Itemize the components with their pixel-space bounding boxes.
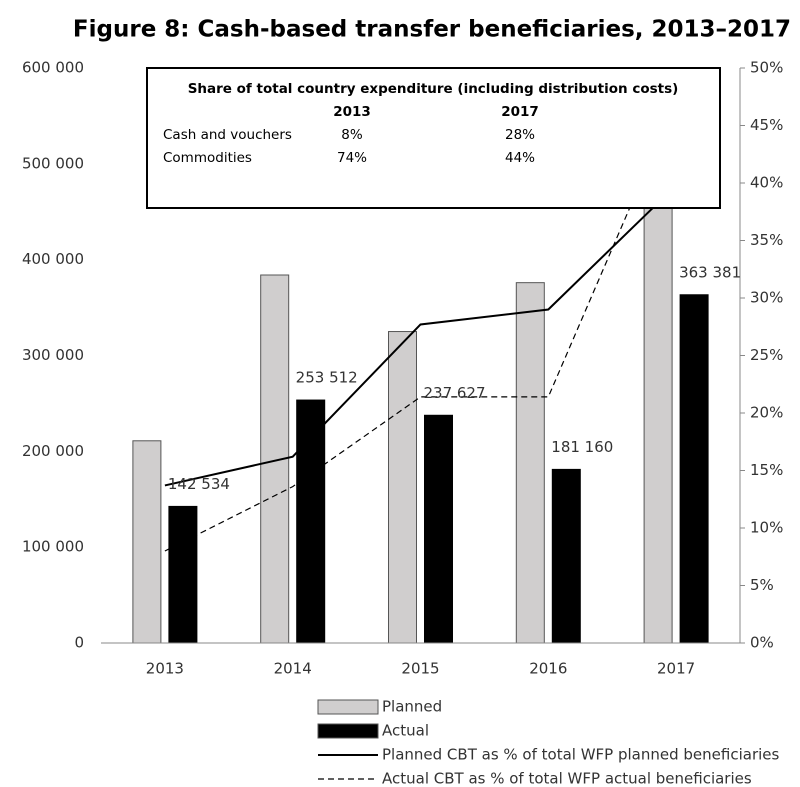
annotation-title: Share of total country expenditure (incl… <box>188 81 679 97</box>
annotation-row-label: Cash and vouchers <box>163 127 292 143</box>
y2-tick-label: 25% <box>750 346 783 364</box>
y-tick-label: 200 000 <box>22 442 84 460</box>
legend-label: Actual <box>382 722 429 740</box>
bar <box>168 505 198 644</box>
y2-tick-label: 0% <box>750 634 774 652</box>
y-tick-label: 500 000 <box>22 154 84 172</box>
bar <box>296 399 326 644</box>
line <box>164 184 677 487</box>
annotation-column: 2013 <box>333 104 371 120</box>
y2-tick-label: 10% <box>750 519 783 537</box>
y2-tick-label: 20% <box>750 404 783 422</box>
annotation-column: 2017 <box>501 104 539 120</box>
annotation-box: Share of total country expenditure (incl… <box>146 67 721 209</box>
data-label: 142 534 <box>168 475 230 493</box>
bar <box>551 468 581 644</box>
annotation-cell: 74% <box>337 150 367 166</box>
y2-tick-label: 15% <box>750 461 783 479</box>
annotation-cell: 28% <box>505 127 535 143</box>
x-tick-label: 2013 <box>146 660 184 678</box>
bar <box>388 331 417 644</box>
y-tick-label: 100 000 <box>22 538 84 556</box>
bar <box>515 282 545 644</box>
legend-label: Actual CBT as % of total WFP actual bene… <box>382 770 752 787</box>
y-tick-label: 0 <box>74 634 84 652</box>
y2-tick-label: 40% <box>750 174 783 192</box>
data-label: 237 627 <box>423 384 485 402</box>
line <box>164 99 677 552</box>
y2-tick-label: 30% <box>750 289 783 307</box>
annotation-row-label: Commodities <box>163 150 252 166</box>
legend-swatch <box>317 723 379 739</box>
y-tick-label: 300 000 <box>22 346 84 364</box>
y2-tick-label: 35% <box>750 231 783 249</box>
bar <box>132 440 162 644</box>
legend-swatch <box>317 699 379 715</box>
legend-label: Planned <box>382 698 442 716</box>
x-tick-label: 2015 <box>401 660 439 678</box>
y2-tick-label: 50% <box>750 59 783 77</box>
y2-tick-label: 5% <box>750 576 774 594</box>
y-tick-label: 400 000 <box>22 250 84 268</box>
data-label: 181 160 <box>551 438 613 456</box>
data-label: 363 381 <box>679 263 741 281</box>
bar <box>424 414 453 644</box>
x-tick-label: 2016 <box>529 660 567 678</box>
annotation-cell: 44% <box>505 150 535 166</box>
chart-title: Figure 8: Cash-based transfer beneficiar… <box>73 17 791 43</box>
annotation-cell: 8% <box>341 127 363 143</box>
data-label: 253 512 <box>296 369 358 387</box>
x-tick-label: 2017 <box>657 660 695 678</box>
y2-tick-label: 45% <box>750 116 783 134</box>
annotation-frame <box>146 67 721 209</box>
bar <box>643 159 673 644</box>
x-tick-label: 2014 <box>274 660 312 678</box>
legend-label: Planned CBT as % of total WFP planned be… <box>382 746 780 764</box>
bar <box>679 294 709 644</box>
y-tick-label: 600 000 <box>22 59 84 77</box>
